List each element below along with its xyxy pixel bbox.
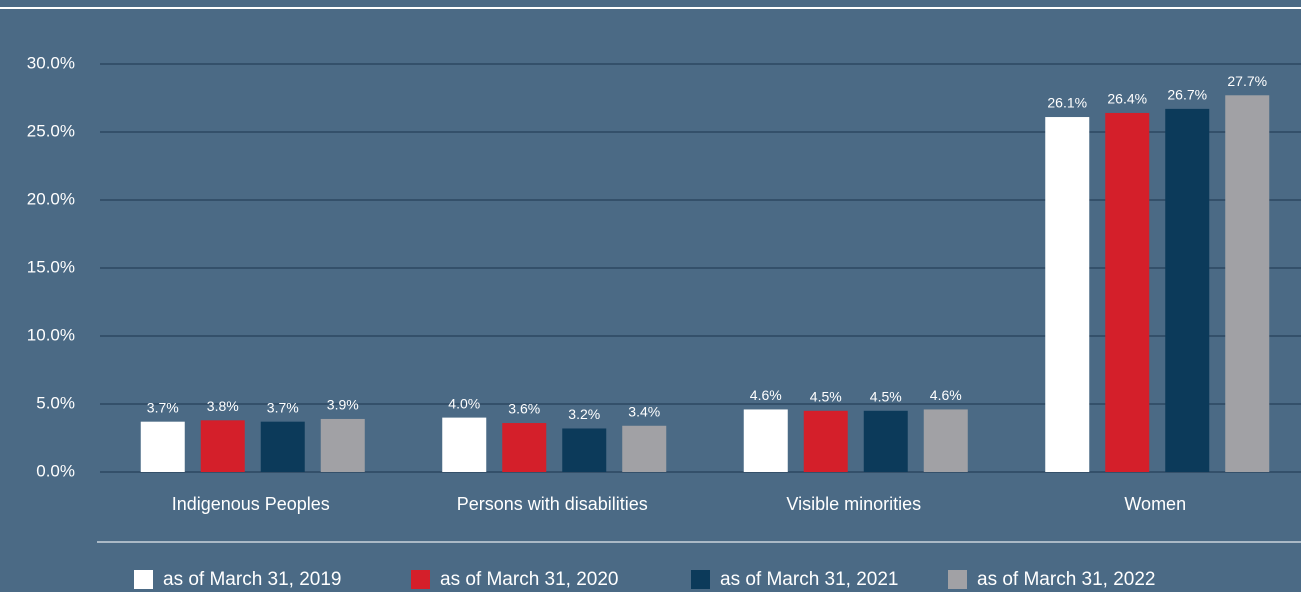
y-tick-label: 25.0% [27,121,75,140]
value-label: 4.6% [750,387,782,403]
y-tick-label: 0.0% [36,461,75,480]
value-label: 4.6% [930,387,962,403]
bar [863,410,908,472]
bar [200,420,245,472]
value-label: 3.4% [628,403,660,419]
y-tick-label: 5.0% [36,393,75,412]
bar [442,417,487,472]
bar [1165,108,1210,472]
value-label: 26.7% [1167,87,1207,103]
bar [320,418,365,472]
bar [923,409,968,472]
value-label: 3.6% [508,401,540,417]
y-tick-label: 20.0% [27,189,75,208]
value-label: 3.8% [207,398,239,414]
legend-label: as of March 31, 2022 [977,569,1156,590]
x-tick-label: Indigenous Peoples [172,494,330,514]
legend-swatch [691,570,710,589]
legend-swatch [134,570,153,589]
value-label: 3.7% [147,399,179,415]
value-label: 4.0% [448,395,480,411]
y-tick-label: 10.0% [27,325,75,344]
y-tick-label: 30.0% [27,53,75,72]
x-tick-label: Persons with disabilities [457,494,648,514]
legend-label: as of March 31, 2020 [440,569,619,590]
bar [140,421,185,472]
value-label: 3.7% [267,399,299,415]
legend-swatch [948,570,967,589]
legend-swatch [411,570,430,589]
bar [1045,117,1090,472]
x-tick-label: Women [1124,494,1186,514]
value-label: 27.7% [1227,73,1267,89]
y-tick-label: 15.0% [27,257,75,276]
value-label: 3.9% [327,397,359,413]
bar [1225,95,1270,472]
legend-label: as of March 31, 2021 [720,569,899,590]
bar [562,428,607,472]
bar [1105,112,1150,473]
value-label: 26.4% [1107,91,1147,107]
bar [743,409,788,472]
x-tick-label: Visible minorities [786,494,921,514]
value-label: 3.2% [568,406,600,422]
bar [260,421,305,472]
bar [622,425,667,472]
bar [502,423,547,472]
value-label: 4.5% [810,389,842,405]
value-label: 26.1% [1047,95,1087,111]
value-label: 4.5% [870,389,902,405]
bar [803,410,848,472]
legend-label: as of March 31, 2019 [163,569,342,590]
